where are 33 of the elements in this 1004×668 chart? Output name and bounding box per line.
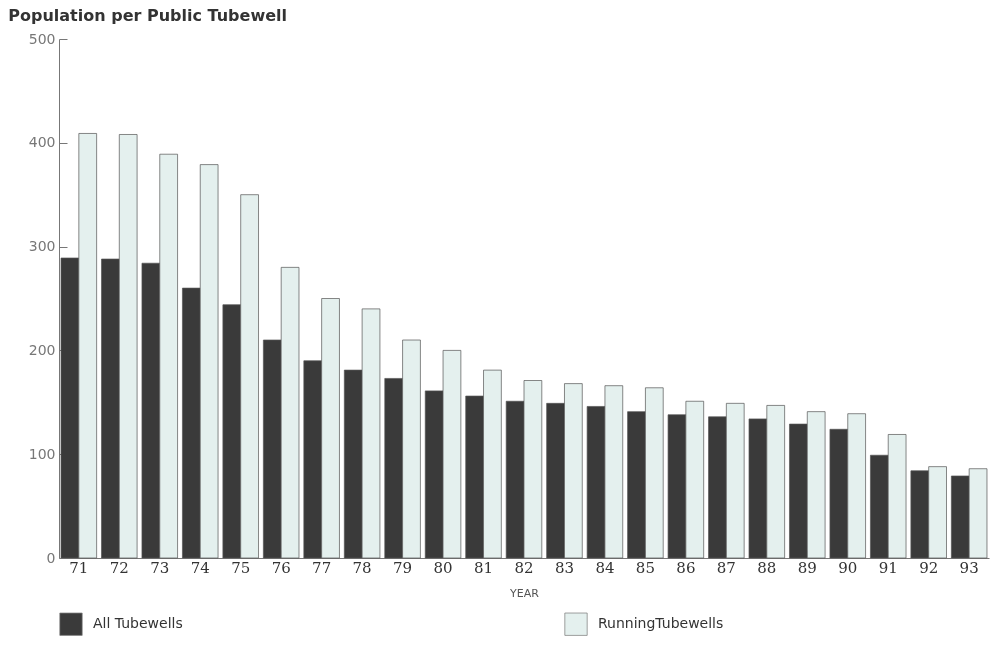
x-tick-label: 86 (676, 558, 696, 577)
x-tick-label: 79 (393, 558, 413, 577)
x-tick-label: 90 (838, 558, 858, 577)
x-tick-label: 80 (433, 558, 453, 577)
x-tick-label: 75 (231, 558, 251, 577)
x-tick-label: 78 (352, 558, 372, 577)
x-tick-label: 89 (797, 558, 817, 577)
x-tick-label: 85 (635, 558, 655, 577)
x-axis-title: YEAR (509, 586, 540, 600)
x-tick-label: 84 (595, 558, 615, 577)
x-tick-label: 92 (919, 558, 939, 577)
x-tick-label: 76 (271, 558, 291, 577)
y-tick-label: 0 (46, 549, 56, 566)
x-tick-label: 82 (514, 558, 534, 577)
x-tick-label: 77 (312, 558, 332, 577)
legend-label: All Tubewells (93, 615, 183, 632)
legend-label: RunningTubewells (598, 615, 724, 632)
x-tick-label: 74 (190, 558, 210, 577)
x-tick-label: 81 (473, 558, 494, 577)
x-tick-label: 71 (69, 558, 89, 577)
x-tick-label: 73 (150, 558, 170, 577)
y-tick-label: 300 (28, 238, 56, 255)
x-tick-label: 72 (109, 558, 129, 577)
chart-title: Population per Public Tubewell (8, 6, 288, 25)
x-tick-label: 91 (878, 558, 898, 577)
x-tick-label: 88 (757, 558, 777, 577)
y-tick-label: 100 (28, 445, 56, 462)
x-tick-label: 87 (716, 558, 736, 577)
y-tick-label: 200 (28, 341, 56, 358)
y-tick-label: 500 (28, 30, 56, 47)
x-tick-label: 93 (959, 558, 979, 577)
y-tick-label: 400 (28, 134, 56, 151)
x-tick-label: 83 (554, 558, 575, 577)
